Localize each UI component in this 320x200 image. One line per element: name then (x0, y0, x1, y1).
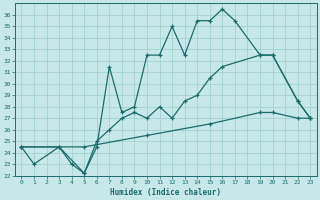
X-axis label: Humidex (Indice chaleur): Humidex (Indice chaleur) (110, 188, 221, 197)
